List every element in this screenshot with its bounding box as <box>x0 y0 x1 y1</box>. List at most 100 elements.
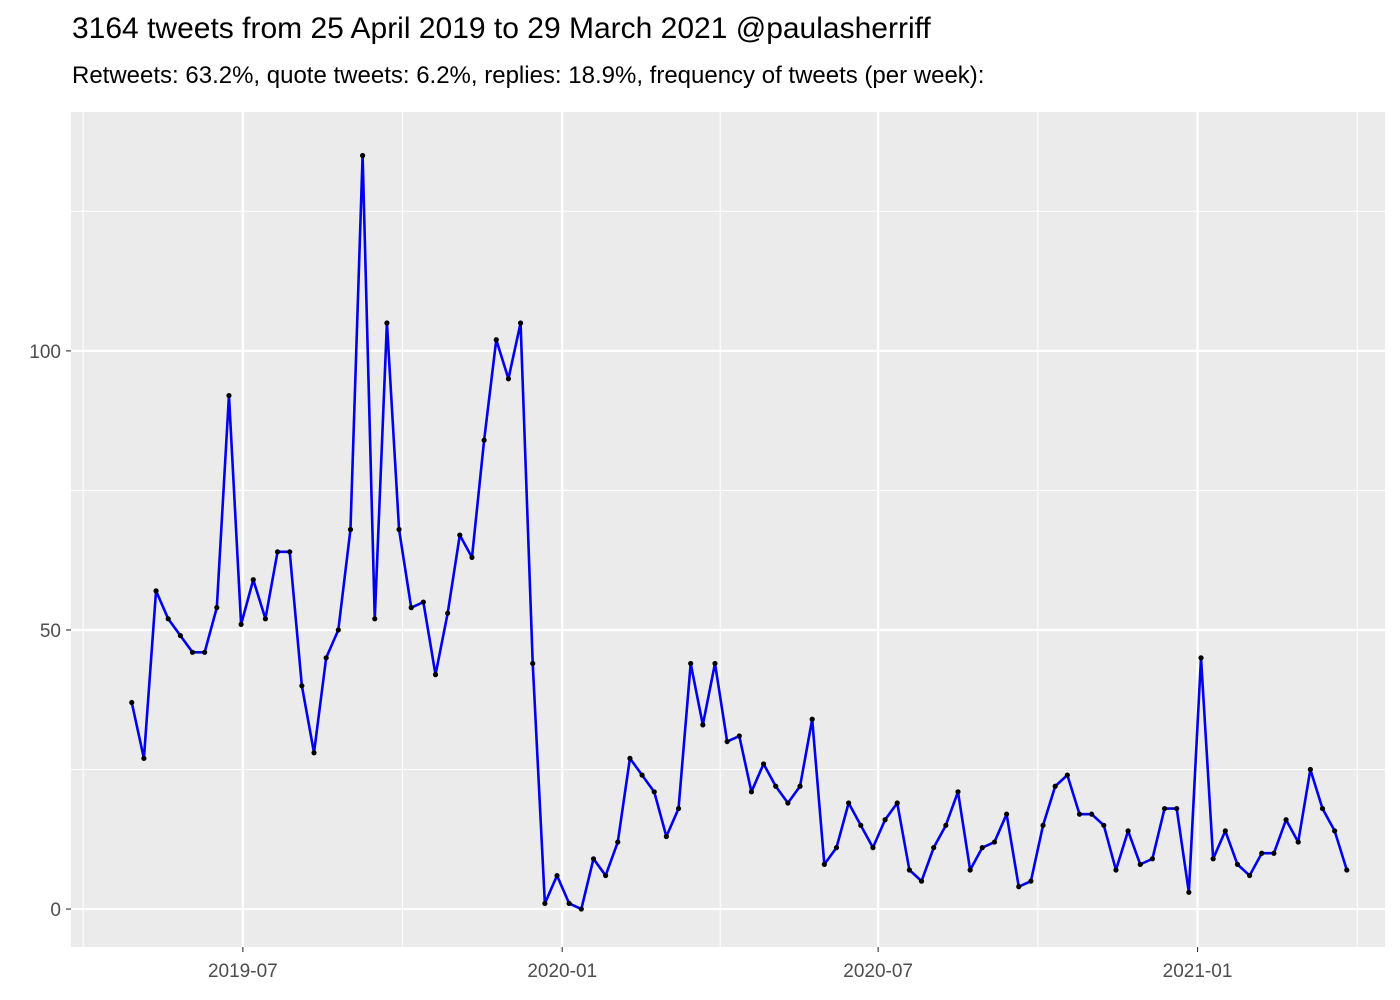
y-tick-label: 100 <box>29 342 61 363</box>
data-point <box>1089 811 1095 817</box>
chart-title: 3164 tweets from 25 April 2019 to 29 Mar… <box>72 12 931 45</box>
data-point <box>967 867 973 873</box>
plot-panel <box>71 112 1385 947</box>
data-point <box>238 621 244 627</box>
data-point <box>554 872 560 879</box>
data-point <box>894 800 900 806</box>
data-point <box>226 392 232 399</box>
data-point <box>846 800 852 806</box>
data-point <box>700 722 706 728</box>
data-point <box>712 660 718 667</box>
data-point <box>360 152 366 159</box>
data-point <box>906 867 912 873</box>
data-point <box>1174 805 1180 812</box>
chart-subtitle: Retweets: 63.2%, quote tweets: 6.2%, rep… <box>72 62 985 89</box>
data-point <box>1161 805 1168 812</box>
data-point <box>542 900 548 907</box>
data-point <box>311 750 317 756</box>
data-point <box>457 532 463 538</box>
data-point <box>1259 850 1265 856</box>
data-point <box>517 320 524 326</box>
data-point <box>1271 850 1277 856</box>
data-point <box>760 761 767 767</box>
data-point <box>943 822 949 828</box>
data-point <box>675 805 682 812</box>
data-point <box>1028 878 1034 884</box>
data-point <box>1137 861 1143 867</box>
data-point <box>262 616 269 622</box>
series-layer <box>129 152 1350 912</box>
x-tick-label: 2019-07 <box>208 961 278 982</box>
data-point <box>1052 783 1058 789</box>
data-point <box>1295 839 1301 845</box>
data-point <box>651 789 657 795</box>
data-point <box>773 783 779 789</box>
data-point <box>785 800 791 806</box>
data-point <box>189 649 196 655</box>
data-point <box>882 817 888 823</box>
data-point <box>590 856 597 862</box>
minor-gridlines <box>71 112 1385 947</box>
data-point <box>287 549 293 555</box>
data-point <box>530 660 536 667</box>
data-point <box>858 822 864 828</box>
data-point <box>688 660 694 667</box>
data-point <box>931 845 937 851</box>
data-point <box>615 839 621 845</box>
data-point <box>1344 867 1350 873</box>
data-point <box>566 900 572 907</box>
data-point <box>1125 828 1131 834</box>
data-point <box>748 789 755 795</box>
data-point <box>1332 828 1338 834</box>
x-tick-label: 2020-07 <box>843 961 913 982</box>
data-point <box>335 627 341 633</box>
data-point <box>833 845 840 851</box>
data-point <box>274 549 281 555</box>
data-point <box>153 588 159 594</box>
data-point <box>724 738 730 745</box>
data-point <box>1016 884 1022 890</box>
data-point <box>578 906 584 912</box>
data-point <box>1198 655 1204 661</box>
data-point <box>639 772 645 778</box>
axis-layer: 0 50 100 2019-07 2020-01 2020-07 2021-01 <box>29 342 1232 982</box>
data-point <box>1186 889 1192 895</box>
data-point <box>250 577 256 583</box>
data-point <box>603 872 609 879</box>
data-point <box>918 878 925 884</box>
data-point <box>347 526 354 533</box>
data-point <box>299 683 305 689</box>
data-point <box>1222 828 1228 834</box>
data-point <box>979 845 985 851</box>
data-point <box>165 616 171 622</box>
y-tick-label: 0 <box>50 900 61 921</box>
data-point <box>129 699 135 706</box>
data-point <box>408 605 414 611</box>
data-point <box>1307 766 1313 773</box>
data-point <box>420 599 426 605</box>
data-point <box>202 649 208 655</box>
data-point <box>797 783 803 789</box>
data-point <box>396 526 402 533</box>
data-point <box>1247 872 1253 879</box>
data-point <box>432 672 439 678</box>
data-point <box>627 755 633 761</box>
data-point <box>493 337 499 343</box>
data-point <box>1149 856 1156 862</box>
major-gridlines <box>71 112 1385 947</box>
data-point <box>1040 822 1046 828</box>
data-point <box>821 861 827 867</box>
data-point <box>214 605 220 611</box>
data-point <box>1076 811 1083 817</box>
data-point <box>372 616 378 622</box>
data-point <box>991 839 998 845</box>
data-point <box>1210 856 1216 862</box>
data-point <box>736 733 742 739</box>
data-point <box>870 845 876 851</box>
data-point <box>1003 811 1010 817</box>
data-point <box>663 833 669 840</box>
data-point <box>1319 805 1326 812</box>
data-point <box>141 755 147 761</box>
x-tick-label: 2020-01 <box>527 961 597 982</box>
data-point <box>1283 817 1289 823</box>
